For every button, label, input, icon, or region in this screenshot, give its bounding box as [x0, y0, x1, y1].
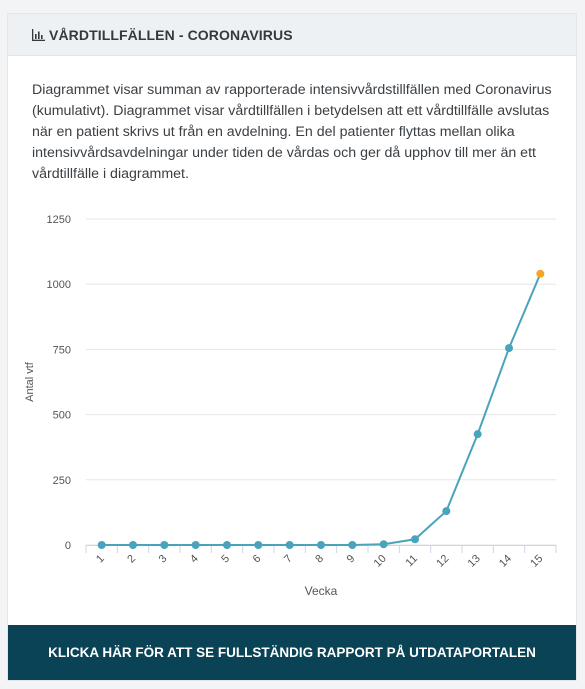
- data-point: [254, 541, 263, 549]
- y-tick-label: 0: [65, 540, 71, 552]
- data-point: [348, 541, 357, 549]
- x-tick-label: 12: [434, 553, 451, 570]
- data-point: [379, 540, 388, 549]
- data-point-highlighted: [536, 269, 545, 278]
- x-tick-label: 9: [345, 553, 358, 566]
- data-point: [505, 344, 513, 353]
- data-point: [473, 430, 482, 439]
- y-tick-label: 1000: [47, 279, 71, 291]
- data-point: [223, 541, 231, 549]
- x-axis-title: Vecka: [305, 584, 338, 598]
- x-tick-label: 4: [188, 553, 201, 566]
- x-tick-label: 2: [125, 553, 138, 566]
- full-report-button[interactable]: KLICKA HÄR FÖR ATT SE FULLSTÄNDIG RAPPOR…: [8, 625, 576, 680]
- bar-chart-icon: [32, 28, 45, 41]
- x-tick-label: 3: [157, 553, 170, 566]
- x-tick-label: 1: [94, 553, 107, 566]
- x-tick-label: 14: [497, 553, 514, 570]
- data-point: [97, 541, 106, 549]
- x-tick-label: 5: [219, 553, 232, 566]
- y-tick-label: 500: [53, 410, 71, 422]
- data-point: [285, 541, 294, 549]
- chart-area: 0 250 500 750 1000 1250 1 2 3 4 5 6 7 8 9 10 11 12 13 14 15 V…: [8, 209, 578, 619]
- data-point: [411, 535, 419, 544]
- data-point: [129, 541, 137, 549]
- x-tick-label: 6: [251, 553, 264, 566]
- y-axis-title: Antal vtf: [24, 361, 36, 402]
- x-tick-label: 10: [372, 553, 389, 570]
- data-point: [191, 541, 200, 549]
- y-tick-label: 750: [53, 344, 71, 356]
- x-tick-label: 7: [282, 553, 295, 566]
- y-tick-label: 1250: [47, 214, 71, 226]
- chart-card: VÅRDTILLFÄLLEN - CORONAVIRUS Diagrammet …: [7, 13, 577, 681]
- data-point: [442, 507, 451, 516]
- card-title: VÅRDTILLFÄLLEN - CORONAVIRUS: [49, 26, 293, 43]
- x-tick-label: 8: [313, 553, 326, 566]
- chart-description: Diagrammet visar summan av rapporterade …: [32, 82, 552, 182]
- x-tick-label: 11: [404, 553, 421, 570]
- y-tick-label: 250: [53, 475, 71, 487]
- data-point: [317, 541, 325, 549]
- card-header: VÅRDTILLFÄLLEN - CORONAVIRUS: [8, 14, 576, 56]
- series-line: [101, 273, 542, 546]
- data-point: [160, 541, 169, 549]
- x-tick-label: 15: [528, 553, 545, 570]
- x-tick-label: 13: [466, 553, 483, 570]
